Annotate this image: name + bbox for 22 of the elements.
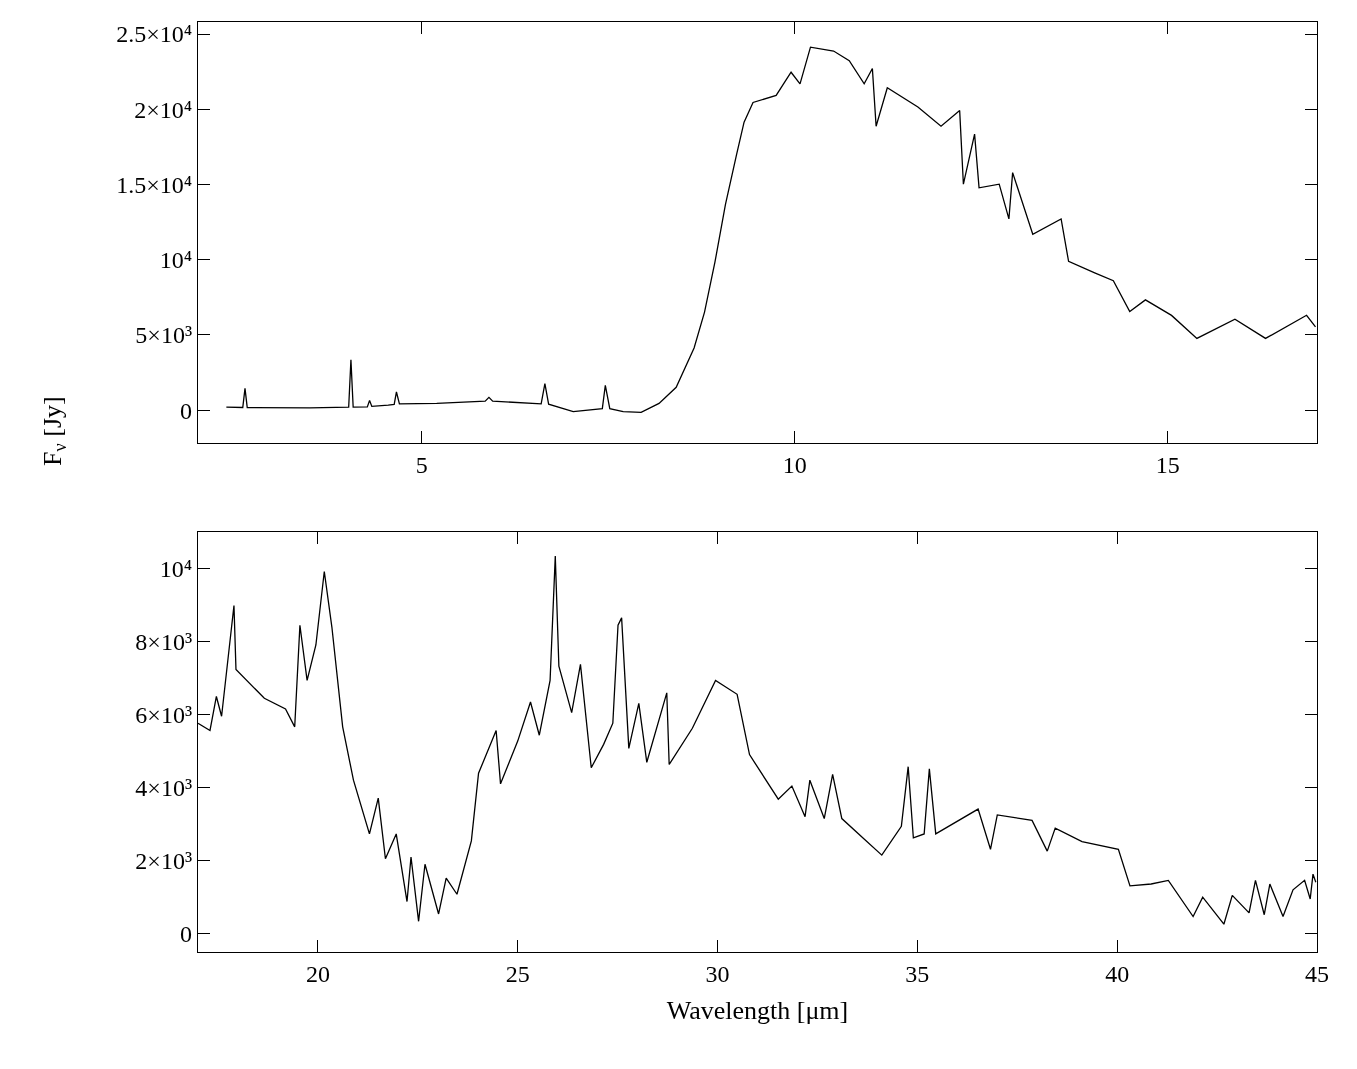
x-tick-label: 10: [782, 452, 807, 479]
x-tick-label: 15: [1155, 452, 1180, 479]
y-tick-label: 1.5×10⁴: [116, 171, 193, 198]
y-tick-label: 6×10³: [135, 701, 193, 728]
x-tick-label: 25: [505, 960, 530, 987]
y-tick-label: 2×10⁴: [134, 96, 193, 123]
y-tick-label: 4×10³: [135, 774, 193, 801]
x-tick-label: 45: [1305, 960, 1329, 987]
y-tick-label: 10⁴: [159, 555, 193, 582]
y-tick-label: 10⁴: [159, 247, 193, 274]
y-tick-label: 8×10³: [135, 628, 193, 655]
y-tick-label: 0: [180, 921, 193, 948]
y-tick-label: 5×10³: [135, 322, 193, 349]
x-tick-label: 5: [415, 452, 428, 479]
y-tick-label: 0: [180, 397, 193, 424]
y-tick-label: 2.5×10⁴: [116, 21, 193, 48]
y-tick-label: 2×10³: [135, 848, 193, 875]
x-tick-label: 20: [305, 960, 330, 987]
x-axis-title: Wavelength [μm]: [666, 995, 849, 1025]
x-tick-label: 35: [905, 960, 930, 987]
x-tick-label: 30: [705, 960, 730, 987]
x-tick-label: 40: [1105, 960, 1130, 987]
